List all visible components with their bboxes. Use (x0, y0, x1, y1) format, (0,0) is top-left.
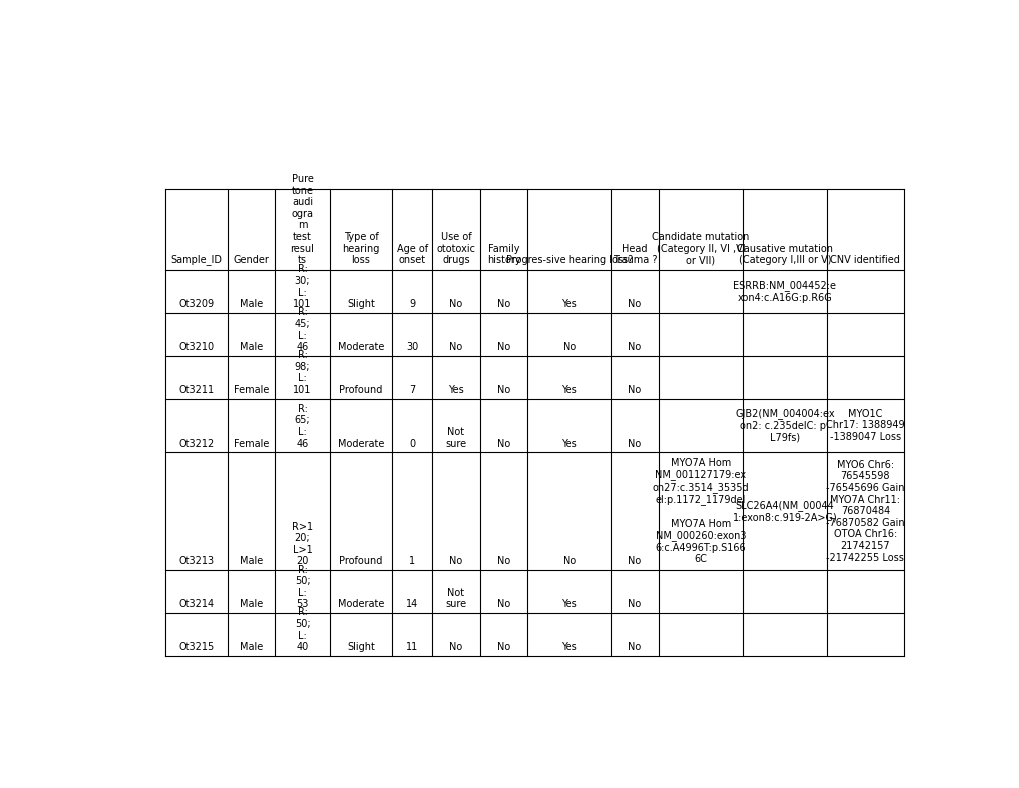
Text: R:
50;
L:
53: R: 50; L: 53 (294, 564, 310, 609)
Text: No: No (496, 385, 510, 395)
Text: Yes: Yes (447, 385, 464, 395)
Text: 7: 7 (409, 385, 415, 395)
Text: No: No (496, 439, 510, 448)
Text: MYO1C
Chr17: 1388949
-1389047 Loss: MYO1C Chr17: 1388949 -1389047 Loss (825, 409, 904, 442)
Text: Male: Male (239, 600, 263, 609)
Text: No: No (562, 556, 576, 567)
Text: GJB2(NM_004004:ex
on2: c.235delC: p.
L79fs): GJB2(NM_004004:ex on2: c.235delC: p. L79… (735, 408, 834, 443)
Text: Male: Male (239, 342, 263, 352)
Text: Ot3210: Ot3210 (178, 342, 214, 352)
Text: Family
history: Family history (486, 243, 520, 266)
Text: Pure
tone
audi
ogra
m
test
resul
ts: Pure tone audi ogra m test resul ts (290, 174, 314, 266)
Text: 1: 1 (409, 556, 415, 567)
Text: No: No (496, 342, 510, 352)
Text: Profound: Profound (339, 385, 382, 395)
Text: No: No (496, 642, 510, 652)
Text: Female: Female (233, 385, 269, 395)
Text: Male: Male (239, 642, 263, 652)
Text: R:
98;
L:
101: R: 98; L: 101 (293, 350, 312, 395)
Text: Ot3214: Ot3214 (178, 600, 214, 609)
Text: Yes: Yes (560, 600, 577, 609)
Text: Yes: Yes (560, 439, 577, 448)
Text: Moderate: Moderate (337, 439, 384, 448)
Text: No: No (628, 600, 641, 609)
Text: No: No (449, 342, 463, 352)
Text: R:
50;
L:
40: R: 50; L: 40 (294, 608, 310, 652)
Text: Causative mutation
(Category I,III or V): Causative mutation (Category I,III or V) (737, 243, 833, 266)
Text: Ot3209: Ot3209 (178, 299, 214, 309)
Text: Ot3212: Ot3212 (178, 439, 214, 448)
Text: Not
sure: Not sure (445, 427, 466, 448)
Text: Progres-sive hearing loss?: Progres-sive hearing loss? (505, 255, 633, 266)
Text: SLC26A4(NM_00044
1:exon8:c.919-2A>G): SLC26A4(NM_00044 1:exon8:c.919-2A>G) (732, 500, 837, 522)
Text: No: No (562, 342, 576, 352)
Text: No: No (628, 299, 641, 309)
Text: 0: 0 (409, 439, 415, 448)
Text: MYO7A Hom
NM_001127179:ex
on27:c.3514_3535d
el:p.1172_1179del

MYO7A Hom
NM_0002: MYO7A Hom NM_001127179:ex on27:c.3514_35… (652, 458, 749, 564)
Text: Yes: Yes (560, 385, 577, 395)
Text: Male: Male (239, 299, 263, 309)
Text: Head
Trauma ?: Head Trauma ? (612, 243, 656, 266)
Text: Female: Female (233, 439, 269, 448)
Text: MYO6 Chr6:
76545598
-76545696 Gain
MYO7A Chr11:
76870484
-76870582 Gain
OTOA Chr: MYO6 Chr6: 76545598 -76545696 Gain MYO7A… (825, 459, 904, 563)
Text: No: No (496, 556, 510, 567)
Text: No: No (628, 439, 641, 448)
Text: 30: 30 (406, 342, 418, 352)
Text: No: No (628, 556, 641, 567)
Text: CNV identified: CNV identified (829, 255, 900, 266)
Text: Use of
ototoxic
drugs: Use of ototoxic drugs (436, 232, 475, 266)
Text: R:
65;
L:
46: R: 65; L: 46 (294, 403, 310, 448)
Text: Ot3215: Ot3215 (178, 642, 214, 652)
Text: Gender: Gender (233, 255, 269, 266)
Text: No: No (496, 600, 510, 609)
Text: 9: 9 (409, 299, 415, 309)
Text: No: No (628, 342, 641, 352)
Text: Not
sure: Not sure (445, 588, 466, 609)
Text: Ot3213: Ot3213 (178, 556, 214, 567)
Text: No: No (449, 556, 463, 567)
Text: Ot3211: Ot3211 (178, 385, 214, 395)
Text: Sample_ID: Sample_ID (170, 255, 222, 266)
Text: Slight: Slight (346, 642, 375, 652)
Text: Profound: Profound (339, 556, 382, 567)
Text: Yes: Yes (560, 642, 577, 652)
Text: No: No (628, 642, 641, 652)
Text: Yes: Yes (560, 299, 577, 309)
Text: Age of
onset: Age of onset (396, 243, 427, 266)
Text: R:
45;
L:
46: R: 45; L: 46 (294, 307, 310, 352)
Text: Moderate: Moderate (337, 342, 384, 352)
Text: ESRRB:NM_004452:e
xon4:c.A16G:p.R6G: ESRRB:NM_004452:e xon4:c.A16G:p.R6G (733, 281, 836, 303)
Text: Candidate mutation
(Category II, VI ,VI
or VII): Candidate mutation (Category II, VI ,VI … (651, 232, 749, 266)
Text: 11: 11 (406, 642, 418, 652)
Text: R>1
20;
L>1
20: R>1 20; L>1 20 (291, 522, 313, 567)
Text: Type of
hearing
loss: Type of hearing loss (342, 232, 379, 266)
Text: R:
30;
L:
101: R: 30; L: 101 (293, 265, 312, 309)
Text: Moderate: Moderate (337, 600, 384, 609)
Text: No: No (449, 642, 463, 652)
Text: 14: 14 (406, 600, 418, 609)
Text: Male: Male (239, 556, 263, 567)
Text: No: No (449, 299, 463, 309)
Text: No: No (628, 385, 641, 395)
Text: No: No (496, 299, 510, 309)
Text: Slight: Slight (346, 299, 375, 309)
